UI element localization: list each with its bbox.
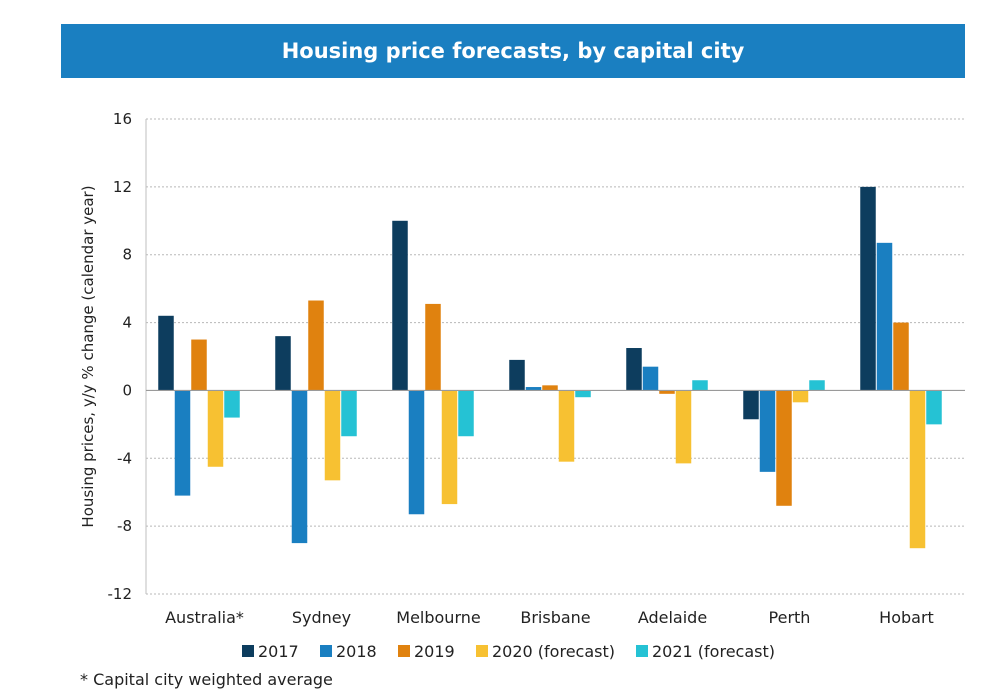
x-tick-label: Sydney [292,608,351,627]
legend-swatch [242,645,254,657]
y-tick-label: 0 [122,381,132,399]
y-tick-label: -4 [117,449,132,467]
y-tick-label: 8 [122,246,132,264]
chart-title: Housing price forecasts, by capital city [281,39,745,63]
bar [174,390,191,496]
bar [191,339,207,391]
bar [224,390,240,418]
y-tick-label: 4 [122,314,132,332]
bar [759,390,776,472]
bar [743,390,759,420]
y-tick-label: -12 [108,585,133,603]
bar [341,390,357,437]
bar [425,303,441,391]
bar [558,390,575,462]
x-tick-label: Australia* [165,608,244,627]
bar [776,390,792,506]
bar [291,390,308,544]
bar [876,242,893,391]
bar [509,359,525,391]
bar [809,380,825,391]
bar [893,322,909,391]
x-tick-label: Brisbane [520,608,590,627]
bar [392,220,408,391]
bar [860,186,876,391]
y-tick-label: 12 [113,178,132,196]
bar [909,390,926,549]
bar [441,390,458,505]
x-tick-label: Perth [769,608,811,627]
bar [575,390,591,398]
bar [642,366,659,391]
bar [792,390,809,403]
x-tick-label: Hobart [879,608,934,627]
legend-label: 2019 [414,642,455,661]
legend-label: 2020 (forecast) [492,642,615,661]
legend-label: 2018 [336,642,377,661]
y-tick-label: -8 [117,517,132,535]
bar [525,387,542,391]
y-axis-label: Housing prices, y/y % change (calendar y… [79,185,97,527]
legend-swatch [398,645,410,657]
bar [158,315,174,391]
bar [692,380,708,391]
bar [308,300,324,391]
legend-swatch [320,645,332,657]
bar [458,390,474,437]
bar [675,390,692,464]
bar [926,390,942,425]
legend-swatch [636,645,648,657]
legend-label: 2021 (forecast) [652,642,775,661]
bar [659,390,675,394]
x-tick-label: Melbourne [396,608,480,627]
legend-swatch [476,645,488,657]
bar [408,390,425,515]
bar [324,390,341,481]
bar [542,385,558,391]
bar [275,336,291,391]
bar [626,348,642,391]
legend-label: 2017 [258,642,299,661]
bar [207,390,224,467]
footnote: * Capital city weighted average [80,670,333,689]
x-tick-label: Adelaide [638,608,707,627]
y-tick-label: 16 [113,110,132,128]
chart-title-bar: Housing price forecasts, by capital city [61,24,965,78]
